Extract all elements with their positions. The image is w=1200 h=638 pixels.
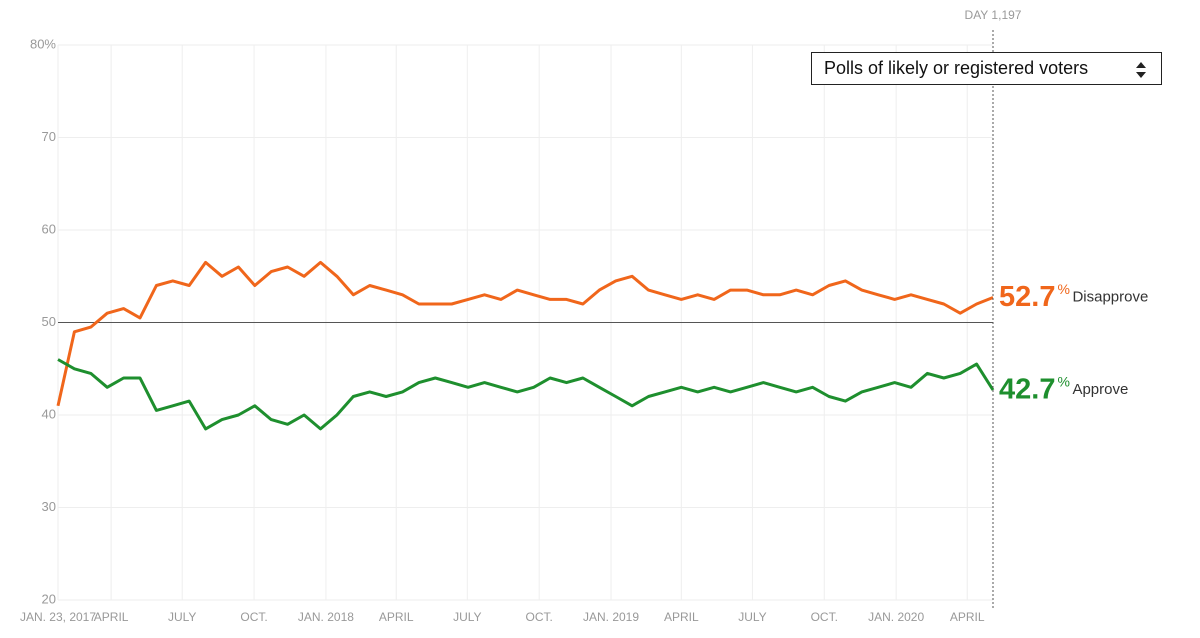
y-tick-label: 20 [42, 591, 56, 606]
end-value-suffix: % [1057, 374, 1069, 390]
x-tick-label: APRIL [94, 610, 129, 624]
series-line [57, 358, 995, 431]
series-line [56, 260, 994, 407]
end-value-suffix: % [1057, 281, 1069, 297]
x-tick-label: JULY [738, 610, 766, 624]
legend-label: Approve [1072, 381, 1128, 398]
y-tick-label: 80% [30, 36, 56, 51]
x-tick-label: OCT. [240, 610, 267, 624]
x-tick-label: JULY [453, 610, 481, 624]
x-tick-label: APRIL [379, 610, 414, 624]
y-tick-label: 70 [42, 129, 56, 144]
y-tick-label: 40 [42, 406, 56, 421]
x-tick-label: OCT. [525, 610, 552, 624]
dropdown-label: Polls of likely or registered voters [824, 58, 1089, 78]
x-tick-label: JAN. 2019 [583, 610, 639, 624]
x-tick-label: JULY [168, 610, 196, 624]
x-tick-label: APRIL [950, 610, 985, 624]
y-tick-label: 60 [42, 221, 56, 236]
x-tick-label: JAN. 2018 [298, 610, 354, 624]
x-tick-label: OCT. [811, 610, 838, 624]
legend-label: Disapprove [1072, 288, 1148, 305]
day-marker-label: DAY 1,197 [965, 8, 1022, 22]
x-tick-label: APRIL [664, 610, 699, 624]
end-value-label: 42.7 [999, 374, 1055, 406]
dropdown-arrows [1136, 62, 1146, 78]
x-tick-label: JAN. 2020 [868, 610, 924, 624]
x-tick-label: JAN. 23, 2017 [20, 610, 96, 624]
y-tick-label: 30 [42, 499, 56, 514]
end-value-label: 52.7 [999, 281, 1055, 313]
y-tick-label: 50 [42, 314, 56, 329]
poll-filter-dropdown[interactable]: Polls of likely or registered voters [811, 52, 1162, 85]
